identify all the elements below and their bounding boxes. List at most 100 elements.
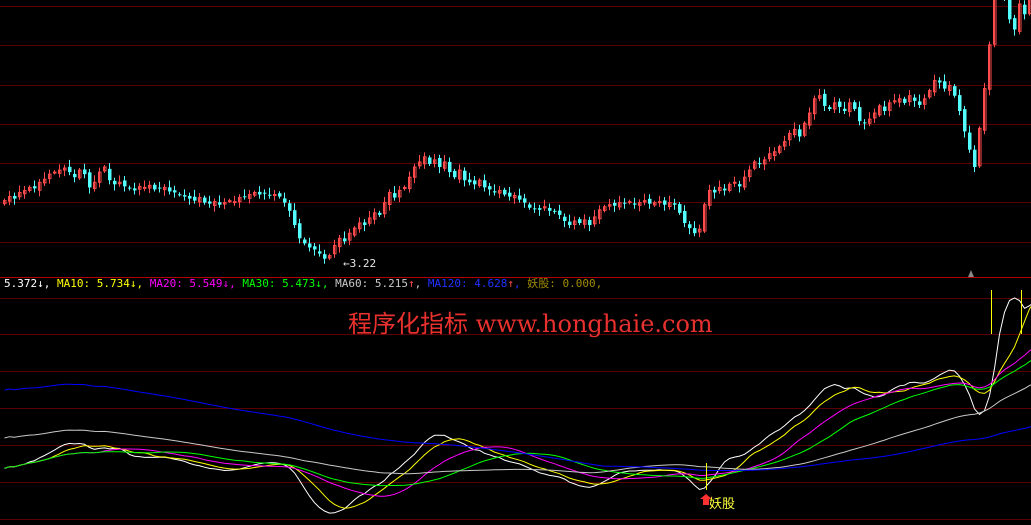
- candle: [258, 191, 262, 195]
- candle: [933, 79, 937, 93]
- candle: [633, 203, 637, 205]
- candle: [938, 80, 942, 83]
- legend-ma60-arrow: ↑: [408, 277, 415, 290]
- arrow-left-icon: ←: [343, 257, 350, 270]
- candle: [128, 187, 132, 189]
- candle: [253, 191, 257, 196]
- legend-yao: 妖股: 0.000,: [520, 277, 603, 290]
- candle: [1018, 3, 1022, 32]
- candle: [673, 203, 677, 205]
- candle: [188, 195, 192, 199]
- candle: [793, 128, 797, 136]
- candle: [348, 232, 352, 241]
- candle: [43, 178, 47, 184]
- candle: [928, 90, 932, 98]
- candle: [328, 255, 332, 259]
- candle: [773, 151, 777, 157]
- ma10-line: [4, 305, 1031, 509]
- candle: [838, 101, 842, 107]
- legend-ma120-arrow: ↑: [507, 277, 514, 290]
- candle: [813, 98, 817, 115]
- candle: [733, 181, 737, 184]
- candle: [368, 217, 372, 224]
- candle: [943, 81, 947, 89]
- candle: [333, 244, 337, 255]
- candle: [358, 222, 362, 230]
- candle: [828, 107, 832, 109]
- candle: [758, 163, 762, 165]
- candle: [878, 105, 882, 116]
- candle: [898, 98, 902, 103]
- candle: [198, 197, 202, 203]
- candle: [708, 189, 712, 206]
- candle: [568, 221, 572, 226]
- candle: [323, 254, 327, 259]
- candle: [538, 208, 542, 210]
- low-price-annotation: ←3.22: [343, 257, 377, 270]
- candle: [678, 204, 682, 213]
- candle: [1023, 4, 1027, 15]
- candle: [968, 132, 972, 150]
- candle: [403, 186, 407, 190]
- candle: [118, 181, 122, 185]
- candle: [353, 227, 357, 236]
- candle: [808, 112, 812, 126]
- candle: [433, 159, 437, 164]
- candle: [893, 100, 897, 103]
- candle: [1013, 18, 1017, 30]
- candle: [178, 194, 182, 196]
- candle: [203, 197, 207, 203]
- candle: [783, 141, 787, 147]
- candle: [843, 108, 847, 112]
- candle: [788, 132, 792, 141]
- legend-sep: ,: [513, 277, 521, 290]
- ma20-line: [4, 349, 1031, 497]
- candle: [73, 173, 77, 178]
- candle: [768, 153, 772, 160]
- legend-ma30: MA30: 5.473↓,: [235, 277, 329, 290]
- candle: [23, 189, 27, 195]
- candle: [268, 194, 272, 196]
- candle: [158, 187, 162, 189]
- candle: [473, 180, 477, 185]
- candle: [108, 168, 112, 181]
- candle: [63, 167, 67, 171]
- candle: [983, 88, 987, 131]
- candle: [918, 101, 922, 105]
- candle: [3, 200, 7, 205]
- legend-ma120: MA120: 4.628: [421, 277, 508, 290]
- candle: [513, 195, 517, 199]
- candle: [478, 179, 482, 187]
- candle: [648, 198, 652, 204]
- candle: [343, 238, 347, 242]
- candle: [443, 161, 447, 169]
- candle: [8, 196, 12, 202]
- candle: [728, 183, 732, 191]
- candle: [33, 186, 37, 189]
- candle: [283, 198, 287, 203]
- candle: [703, 204, 707, 232]
- candle: [123, 180, 127, 187]
- candle: [623, 202, 627, 204]
- candle: [688, 224, 692, 229]
- candle: [993, 0, 997, 45]
- candle: [18, 191, 22, 198]
- candle: [573, 220, 577, 225]
- legend-ma60: MA60: 5.215: [328, 277, 408, 290]
- candle: [903, 98, 907, 103]
- candle: [418, 161, 422, 167]
- candle: [578, 219, 582, 224]
- candle: [873, 112, 877, 119]
- candle: [218, 202, 222, 205]
- candle: [463, 170, 467, 181]
- candle: [863, 122, 867, 124]
- candle: [858, 107, 862, 122]
- candle: [543, 206, 547, 209]
- candle: [273, 194, 277, 197]
- candle: [718, 186, 722, 192]
- candle: [233, 201, 237, 204]
- candle: [628, 201, 632, 204]
- candle: [438, 158, 442, 168]
- candle: [243, 196, 247, 198]
